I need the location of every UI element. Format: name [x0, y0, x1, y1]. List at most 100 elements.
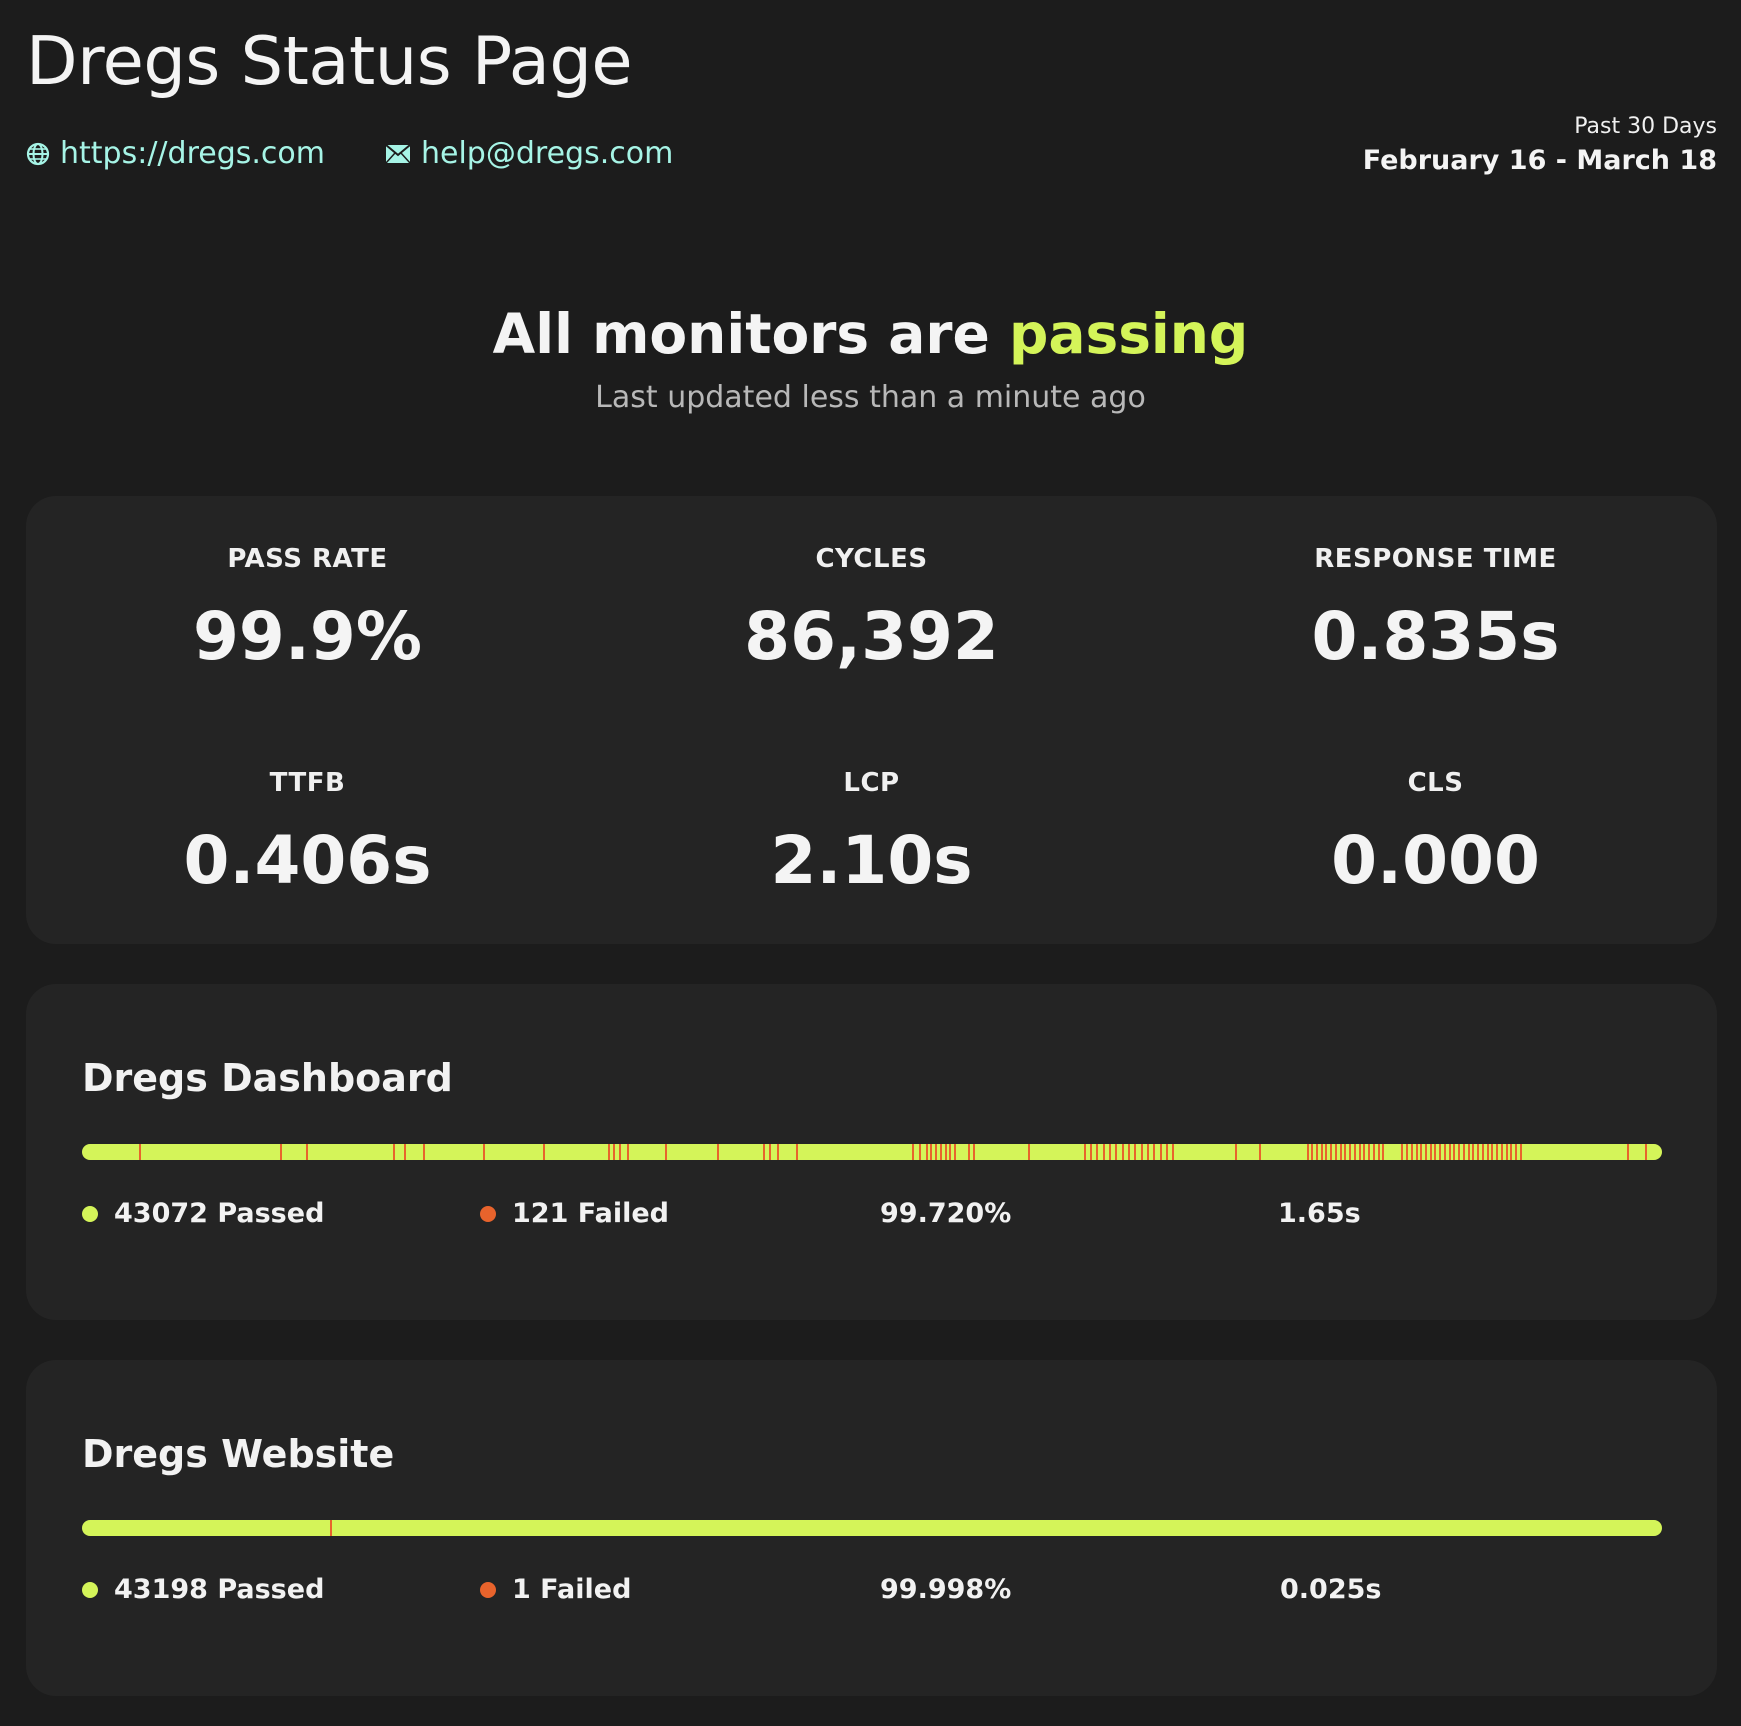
- failure-tick[interactable]: [1520, 1144, 1522, 1160]
- failure-tick[interactable]: [1316, 1144, 1318, 1160]
- failure-tick[interactable]: [1482, 1144, 1484, 1160]
- failure-tick[interactable]: [619, 1144, 621, 1160]
- failure-tick[interactable]: [919, 1144, 921, 1160]
- failure-tick[interactable]: [404, 1144, 406, 1160]
- failure-tick[interactable]: [613, 1144, 615, 1160]
- failure-tick[interactable]: [1153, 1144, 1155, 1160]
- failure-tick[interactable]: [1468, 1144, 1470, 1160]
- failure-tick[interactable]: [1160, 1144, 1162, 1160]
- failure-tick[interactable]: [1515, 1144, 1517, 1160]
- failure-tick[interactable]: [1645, 1144, 1647, 1160]
- failure-tick[interactable]: [1147, 1144, 1149, 1160]
- failure-tick[interactable]: [543, 1144, 545, 1160]
- failure-tick[interactable]: [1491, 1144, 1493, 1160]
- failure-tick[interactable]: [1411, 1144, 1413, 1160]
- failure-tick[interactable]: [1401, 1144, 1403, 1160]
- failure-tick[interactable]: [1109, 1144, 1111, 1160]
- monitor-card-dashboard[interactable]: Dregs Dashboard 43072 Passed 121 Failed …: [26, 984, 1717, 1320]
- failure-tick[interactable]: [1325, 1144, 1327, 1160]
- uptime-bar[interactable]: [82, 1520, 1662, 1536]
- failure-tick[interactable]: [1416, 1144, 1418, 1160]
- uptime-bar[interactable]: [82, 1144, 1662, 1160]
- failure-tick[interactable]: [769, 1144, 771, 1160]
- failure-tick[interactable]: [1349, 1144, 1351, 1160]
- failure-tick[interactable]: [1368, 1144, 1370, 1160]
- failure-tick[interactable]: [1115, 1144, 1117, 1160]
- failure-tick[interactable]: [1235, 1144, 1237, 1160]
- failure-tick[interactable]: [1458, 1144, 1460, 1160]
- failure-tick[interactable]: [665, 1144, 667, 1160]
- failure-tick[interactable]: [1335, 1144, 1337, 1160]
- failure-tick[interactable]: [1430, 1144, 1432, 1160]
- failure-tick[interactable]: [1487, 1144, 1489, 1160]
- failure-tick[interactable]: [1363, 1144, 1365, 1160]
- failure-tick[interactable]: [1090, 1144, 1092, 1160]
- failure-tick[interactable]: [777, 1144, 779, 1160]
- failure-tick[interactable]: [763, 1144, 765, 1160]
- failure-tick[interactable]: [1627, 1144, 1629, 1160]
- failure-tick[interactable]: [1359, 1144, 1361, 1160]
- failure-tick[interactable]: [1477, 1144, 1479, 1160]
- failure-tick[interactable]: [968, 1144, 970, 1160]
- failure-tick[interactable]: [1453, 1144, 1455, 1160]
- failure-tick[interactable]: [1103, 1144, 1105, 1160]
- failure-tick[interactable]: [1330, 1144, 1332, 1160]
- failure-tick[interactable]: [1128, 1144, 1130, 1160]
- failure-tick[interactable]: [1439, 1144, 1441, 1160]
- failure-tick[interactable]: [1506, 1144, 1508, 1160]
- failure-tick[interactable]: [393, 1144, 395, 1160]
- failure-tick[interactable]: [1344, 1144, 1346, 1160]
- failure-tick[interactable]: [483, 1144, 485, 1160]
- failure-tick[interactable]: [1321, 1144, 1323, 1160]
- failure-tick[interactable]: [1172, 1144, 1174, 1160]
- failure-tick[interactable]: [1134, 1144, 1136, 1160]
- failure-tick[interactable]: [912, 1144, 914, 1160]
- failure-tick[interactable]: [330, 1520, 332, 1536]
- failure-tick[interactable]: [1444, 1144, 1446, 1160]
- failure-tick[interactable]: [608, 1144, 610, 1160]
- failure-tick[interactable]: [949, 1144, 951, 1160]
- failure-tick[interactable]: [1425, 1144, 1427, 1160]
- failure-tick[interactable]: [280, 1144, 282, 1160]
- failure-tick[interactable]: [1373, 1144, 1375, 1160]
- failure-tick[interactable]: [796, 1144, 798, 1160]
- failure-tick[interactable]: [1472, 1144, 1474, 1160]
- failure-tick[interactable]: [1501, 1144, 1503, 1160]
- email-link[interactable]: help@dregs.com: [385, 136, 673, 171]
- failure-tick[interactable]: [627, 1144, 629, 1160]
- failure-tick[interactable]: [1354, 1144, 1356, 1160]
- failure-tick[interactable]: [1406, 1144, 1408, 1160]
- failure-tick[interactable]: [306, 1144, 308, 1160]
- failure-tick[interactable]: [1340, 1144, 1342, 1160]
- failure-tick[interactable]: [1122, 1144, 1124, 1160]
- monitor-card-website[interactable]: Dregs Website 43198 Passed 1 Failed 99.9…: [26, 1360, 1717, 1696]
- failure-tick[interactable]: [926, 1144, 928, 1160]
- failure-tick[interactable]: [930, 1144, 932, 1160]
- failure-tick[interactable]: [1166, 1144, 1168, 1160]
- failure-tick[interactable]: [1382, 1144, 1384, 1160]
- failure-tick[interactable]: [945, 1144, 947, 1160]
- failure-tick[interactable]: [423, 1144, 425, 1160]
- failure-tick[interactable]: [1463, 1144, 1465, 1160]
- failure-tick[interactable]: [973, 1144, 975, 1160]
- failure-tick[interactable]: [940, 1144, 942, 1160]
- failure-tick[interactable]: [954, 1144, 956, 1160]
- failure-tick[interactable]: [139, 1144, 141, 1160]
- failure-tick[interactable]: [1510, 1144, 1512, 1160]
- failure-tick[interactable]: [1096, 1144, 1098, 1160]
- failure-tick[interactable]: [1378, 1144, 1380, 1160]
- website-link[interactable]: https://dregs.com: [26, 136, 325, 171]
- failure-tick[interactable]: [1420, 1144, 1422, 1160]
- stat-label: TTFB: [269, 768, 346, 798]
- failure-tick[interactable]: [1311, 1144, 1313, 1160]
- failure-tick[interactable]: [717, 1144, 719, 1160]
- failure-tick[interactable]: [935, 1144, 937, 1160]
- failure-tick[interactable]: [1434, 1144, 1436, 1160]
- failure-tick[interactable]: [1259, 1144, 1261, 1160]
- failure-tick[interactable]: [1307, 1144, 1309, 1160]
- failure-tick[interactable]: [1496, 1144, 1498, 1160]
- failure-tick[interactable]: [1449, 1144, 1451, 1160]
- failure-tick[interactable]: [1141, 1144, 1143, 1160]
- failure-tick[interactable]: [1028, 1144, 1030, 1160]
- failure-tick[interactable]: [1084, 1144, 1086, 1160]
